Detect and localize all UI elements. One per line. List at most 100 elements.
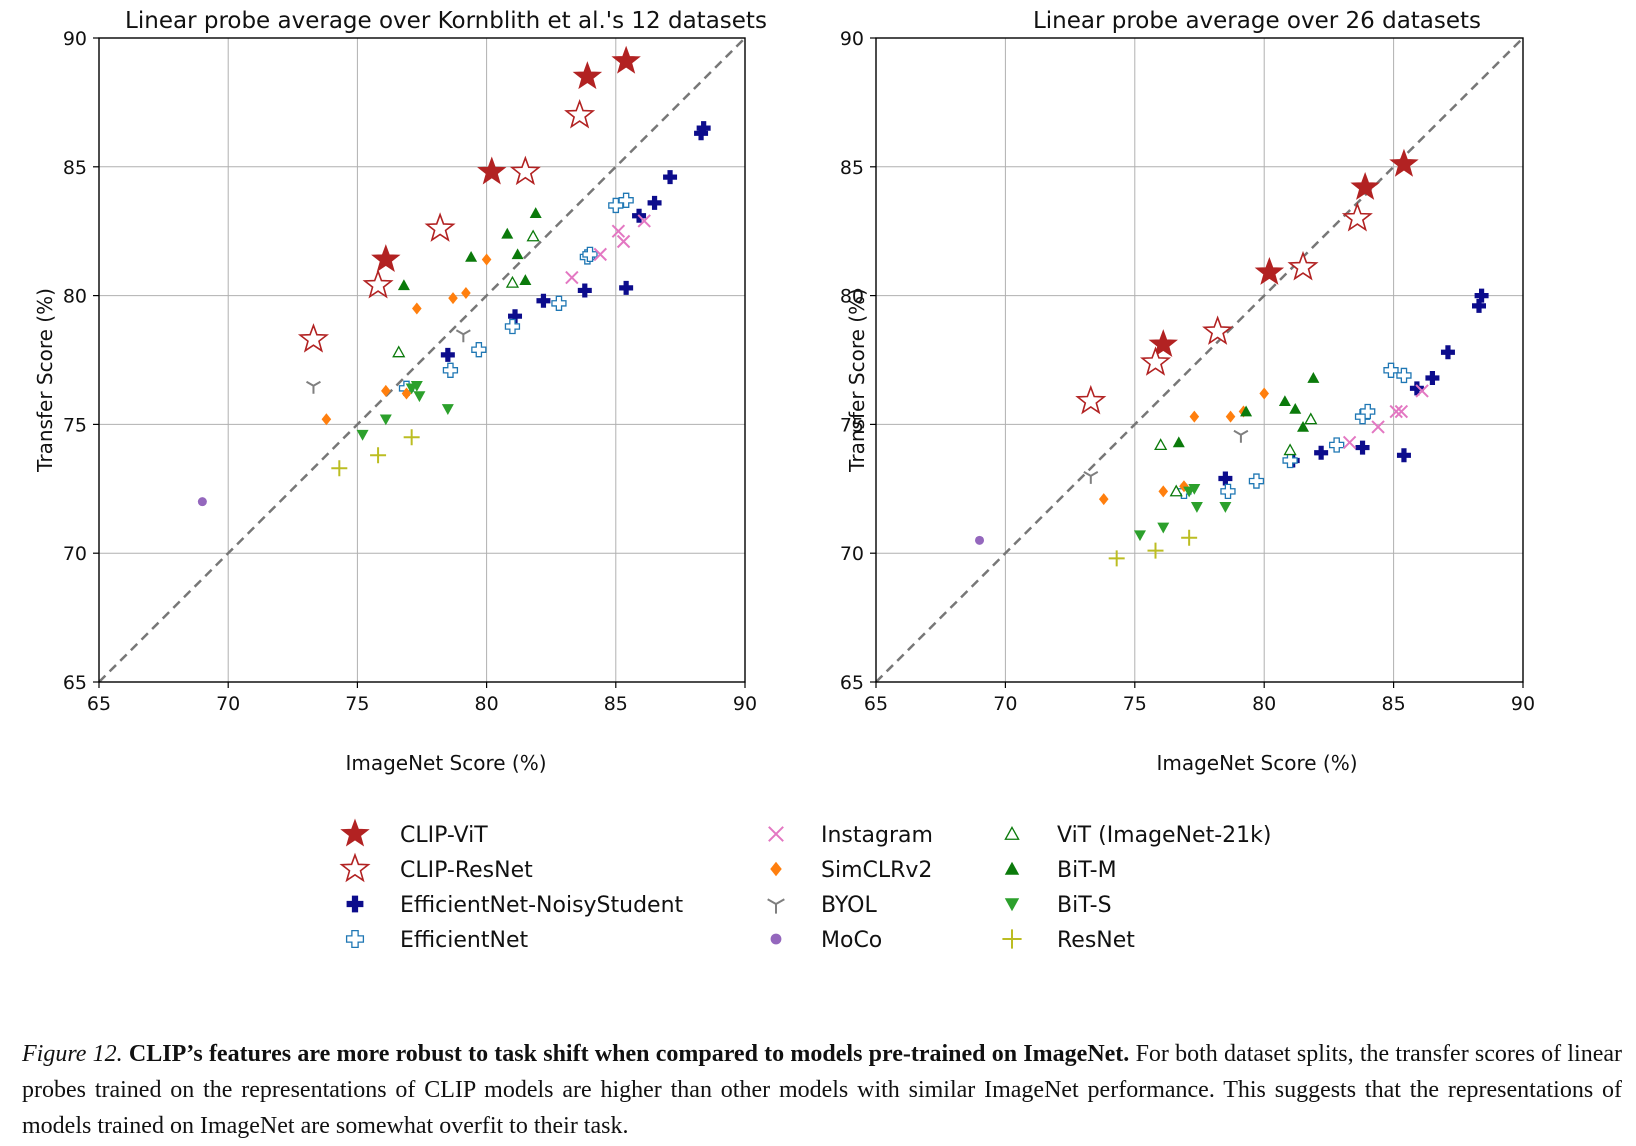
chart-right: Linear probe average over 26 datasets Im…	[840, 8, 1535, 775]
data-point	[440, 347, 455, 362]
data-point	[1329, 437, 1345, 453]
caption-figure-label: Figure 12.	[22, 1041, 123, 1067]
y-tick-label: 75	[840, 414, 864, 436]
legend-label: ResNet	[1057, 928, 1135, 953]
data-point	[582, 246, 598, 263]
legend-label: MoCo	[821, 928, 882, 953]
diagonal-reference-line	[98, 37, 746, 683]
data-point	[577, 283, 592, 298]
chart-title: Linear probe average over 26 datasets	[1033, 8, 1481, 34]
data-point	[1472, 298, 1487, 313]
legend-marker-icon	[340, 818, 370, 847]
series-efficientnet-noisystudent	[1218, 288, 1489, 486]
data-point	[1147, 542, 1164, 559]
data-point	[1189, 410, 1200, 423]
data-point	[1440, 345, 1455, 360]
caption-bold-text: CLIP’s features are more robust to task …	[128, 1041, 1130, 1067]
legend-marker-icon	[345, 929, 365, 949]
data-point	[593, 247, 608, 262]
data-point	[1169, 484, 1183, 497]
data-point	[410, 380, 423, 392]
data-point	[611, 224, 626, 238]
data-point	[1220, 483, 1236, 500]
legend-marker-icon	[1002, 929, 1022, 949]
legend-item-simclrv2: SimCLRv2	[770, 858, 932, 883]
data-point	[1389, 404, 1403, 419]
y-tick-label: 80	[63, 286, 87, 308]
x-tick-label: 90	[733, 693, 757, 715]
legend: CLIP-ViT CLIP-ResNet EfficientNet-NoisyStu…	[339, 818, 1271, 953]
data-point	[1225, 410, 1236, 423]
y-tick-label: 90	[840, 28, 864, 50]
x-tick-label: 80	[1252, 693, 1276, 715]
y-axis-label: Transfer Score (%)	[33, 288, 57, 473]
data-point	[637, 214, 651, 228]
data-point	[696, 121, 711, 136]
plot-area: 65 70 75 80 85 90 65 70 75 80 85 90	[63, 28, 757, 715]
data-point	[1148, 329, 1178, 358]
x-tick-label: 90	[1511, 693, 1535, 715]
data-point	[616, 234, 631, 249]
data-point	[505, 275, 520, 288]
data-point	[1248, 473, 1265, 489]
data-point	[1396, 367, 1412, 384]
data-point	[1355, 440, 1370, 455]
ticks: 65 70 75 80 85 90 65 70 75 80 85 90	[840, 28, 1535, 715]
data-point	[455, 329, 471, 343]
data-point	[306, 380, 321, 394]
x-axis-label: ImageNet Score (%)	[345, 751, 546, 775]
data-point	[504, 318, 521, 335]
series-byol	[1083, 429, 1249, 484]
data-point	[1240, 405, 1253, 417]
y-tick-label: 85	[63, 157, 87, 179]
data-point	[551, 295, 567, 311]
data-point	[379, 414, 392, 426]
data-point	[465, 250, 478, 262]
data-point	[1341, 201, 1373, 232]
diagonal-reference-line	[875, 37, 1524, 683]
data-point	[1202, 315, 1234, 345]
data-point	[1283, 443, 1297, 456]
data-point	[1098, 493, 1109, 506]
legend-label: SimCLRv2	[821, 858, 932, 883]
data-point	[1259, 387, 1269, 400]
data-point	[1307, 372, 1320, 383]
series-byol	[306, 329, 471, 394]
series-bit-s	[1133, 484, 1232, 542]
data-point	[975, 535, 985, 545]
data-point	[1219, 502, 1232, 513]
data-point	[1254, 256, 1285, 285]
x-tick-label: 70	[216, 693, 240, 715]
legend-item-clip-resnet: CLIP-ResNet	[339, 852, 533, 883]
data-point	[401, 387, 412, 400]
y-tick-label: 90	[63, 28, 87, 50]
series-clip-resnet	[297, 98, 596, 353]
x-tick-label: 80	[475, 693, 499, 715]
ticks: 65 70 75 80 85 90 65 70 75 80 85 90	[63, 28, 757, 715]
data-point	[477, 156, 507, 185]
data-point	[1289, 402, 1302, 414]
data-point	[1350, 171, 1380, 200]
legend-label: BiT-S	[1057, 893, 1112, 918]
data-point	[1133, 530, 1146, 542]
series-vit-imagenet-21k	[1154, 412, 1318, 497]
legend-marker-icon	[770, 861, 782, 877]
data-point	[413, 391, 426, 403]
data-point	[519, 274, 532, 285]
legend-item-efficientnet-noisystudent: EfficientNet-NoisyStudent	[346, 893, 684, 918]
series-clip-vit	[371, 45, 641, 273]
legend-marker-icon	[770, 933, 782, 945]
y-tick-label: 70	[63, 543, 87, 565]
series-simclrv2	[321, 253, 492, 426]
x-tick-label: 75	[1123, 693, 1147, 715]
y-tick-label: 80	[840, 286, 864, 308]
data-point	[448, 292, 458, 305]
legend-label: CLIP-ResNet	[400, 858, 533, 883]
data-point	[442, 362, 459, 378]
data-point	[1233, 429, 1249, 443]
series-clip-vit	[1148, 148, 1419, 358]
data-point	[424, 212, 456, 242]
data-point	[1282, 452, 1298, 469]
data-point	[572, 61, 603, 90]
data-point	[1154, 438, 1168, 451]
